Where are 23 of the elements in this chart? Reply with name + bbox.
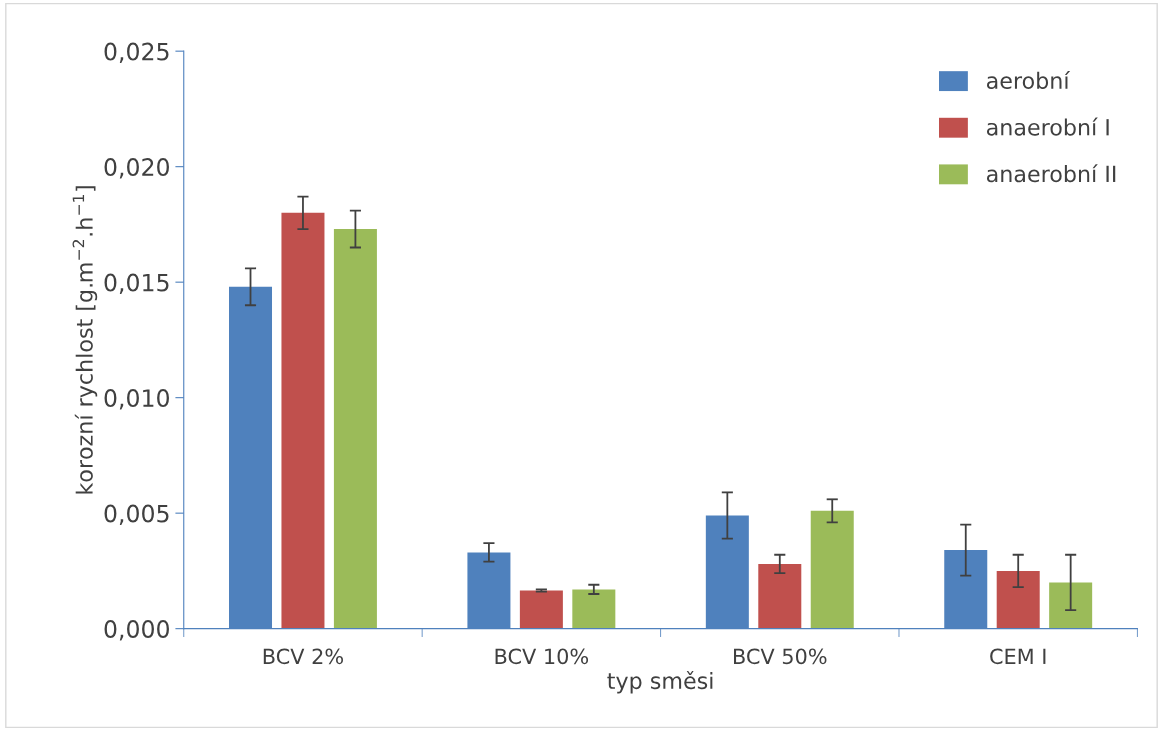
y-tick-label: 0,010 — [104, 389, 169, 410]
x-tick-label: CEM I — [990, 648, 1046, 665]
bar — [281, 212, 325, 629]
legend-label: anaerobní I — [986, 117, 1109, 136]
y-tick-label: 0,020 — [104, 158, 169, 179]
y-axis-title: korozní rychlost [g.m$^{−2}$.h$^{−1}$] — [72, 186, 98, 494]
x-tick-label: BCV 2% — [263, 648, 344, 665]
bar — [996, 570, 1040, 629]
y-tick-label: 0,015 — [104, 273, 169, 294]
x-axis-title: typ směsi — [607, 671, 713, 694]
y-tick-label: 0,005 — [104, 504, 169, 525]
bar — [519, 590, 563, 629]
x-tick-label: BCV 50% — [734, 648, 827, 665]
y-tick-label: 0,025 — [104, 42, 169, 63]
legend-label: aerobní — [986, 70, 1071, 90]
bar — [1049, 582, 1093, 629]
bar — [572, 589, 616, 629]
bar — [333, 229, 377, 629]
x-tick-label: BCV 10% — [495, 648, 589, 665]
bar — [810, 510, 854, 629]
bar — [758, 563, 802, 629]
legend-label: anaerobní II — [986, 164, 1116, 183]
y-tick-label: 0,000 — [104, 620, 169, 641]
